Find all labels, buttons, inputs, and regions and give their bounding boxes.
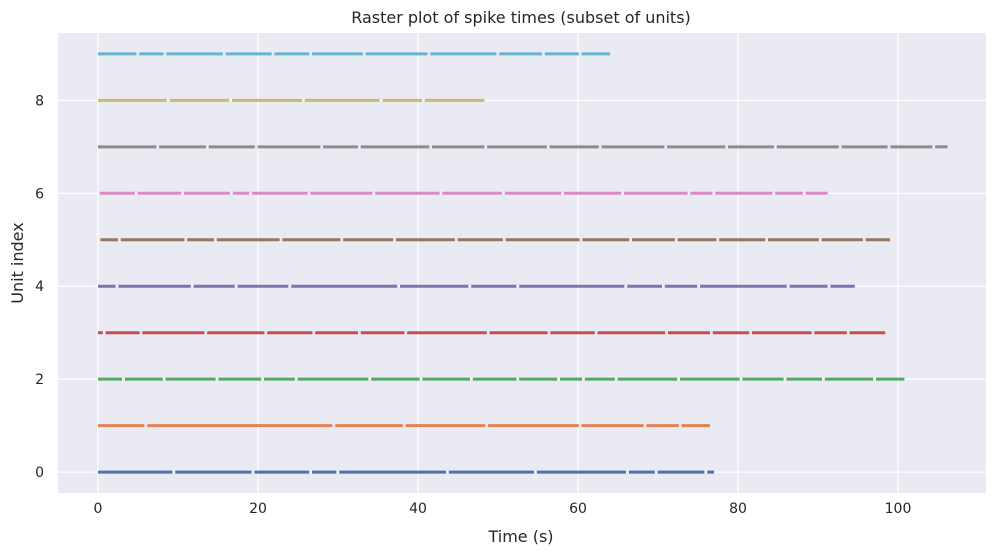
plot-area — [58, 33, 986, 493]
x-tick-label: 40 — [409, 501, 427, 517]
y-tick-label: 6 — [35, 186, 44, 202]
chart-title: Raster plot of spike times (subset of un… — [351, 8, 691, 27]
y-axis-ticks: 0 2 4 6 8 — [35, 93, 44, 481]
x-tick-label: 60 — [569, 501, 587, 517]
y-tick-label: 0 — [35, 465, 44, 481]
y-tick-label: 4 — [35, 279, 44, 295]
x-axis-label: Time (s) — [487, 527, 553, 546]
x-tick-label: 80 — [729, 501, 747, 517]
y-tick-label: 8 — [35, 93, 44, 109]
x-tick-label: 100 — [885, 501, 912, 517]
y-axis-label: Unit index — [8, 222, 27, 303]
x-tick-label: 0 — [94, 501, 103, 517]
spike-rows — [98, 52, 948, 474]
y-tick-label: 2 — [35, 372, 44, 388]
x-tick-label: 20 — [249, 501, 267, 517]
x-axis-ticks: 0 20 40 60 80 100 — [94, 501, 912, 517]
